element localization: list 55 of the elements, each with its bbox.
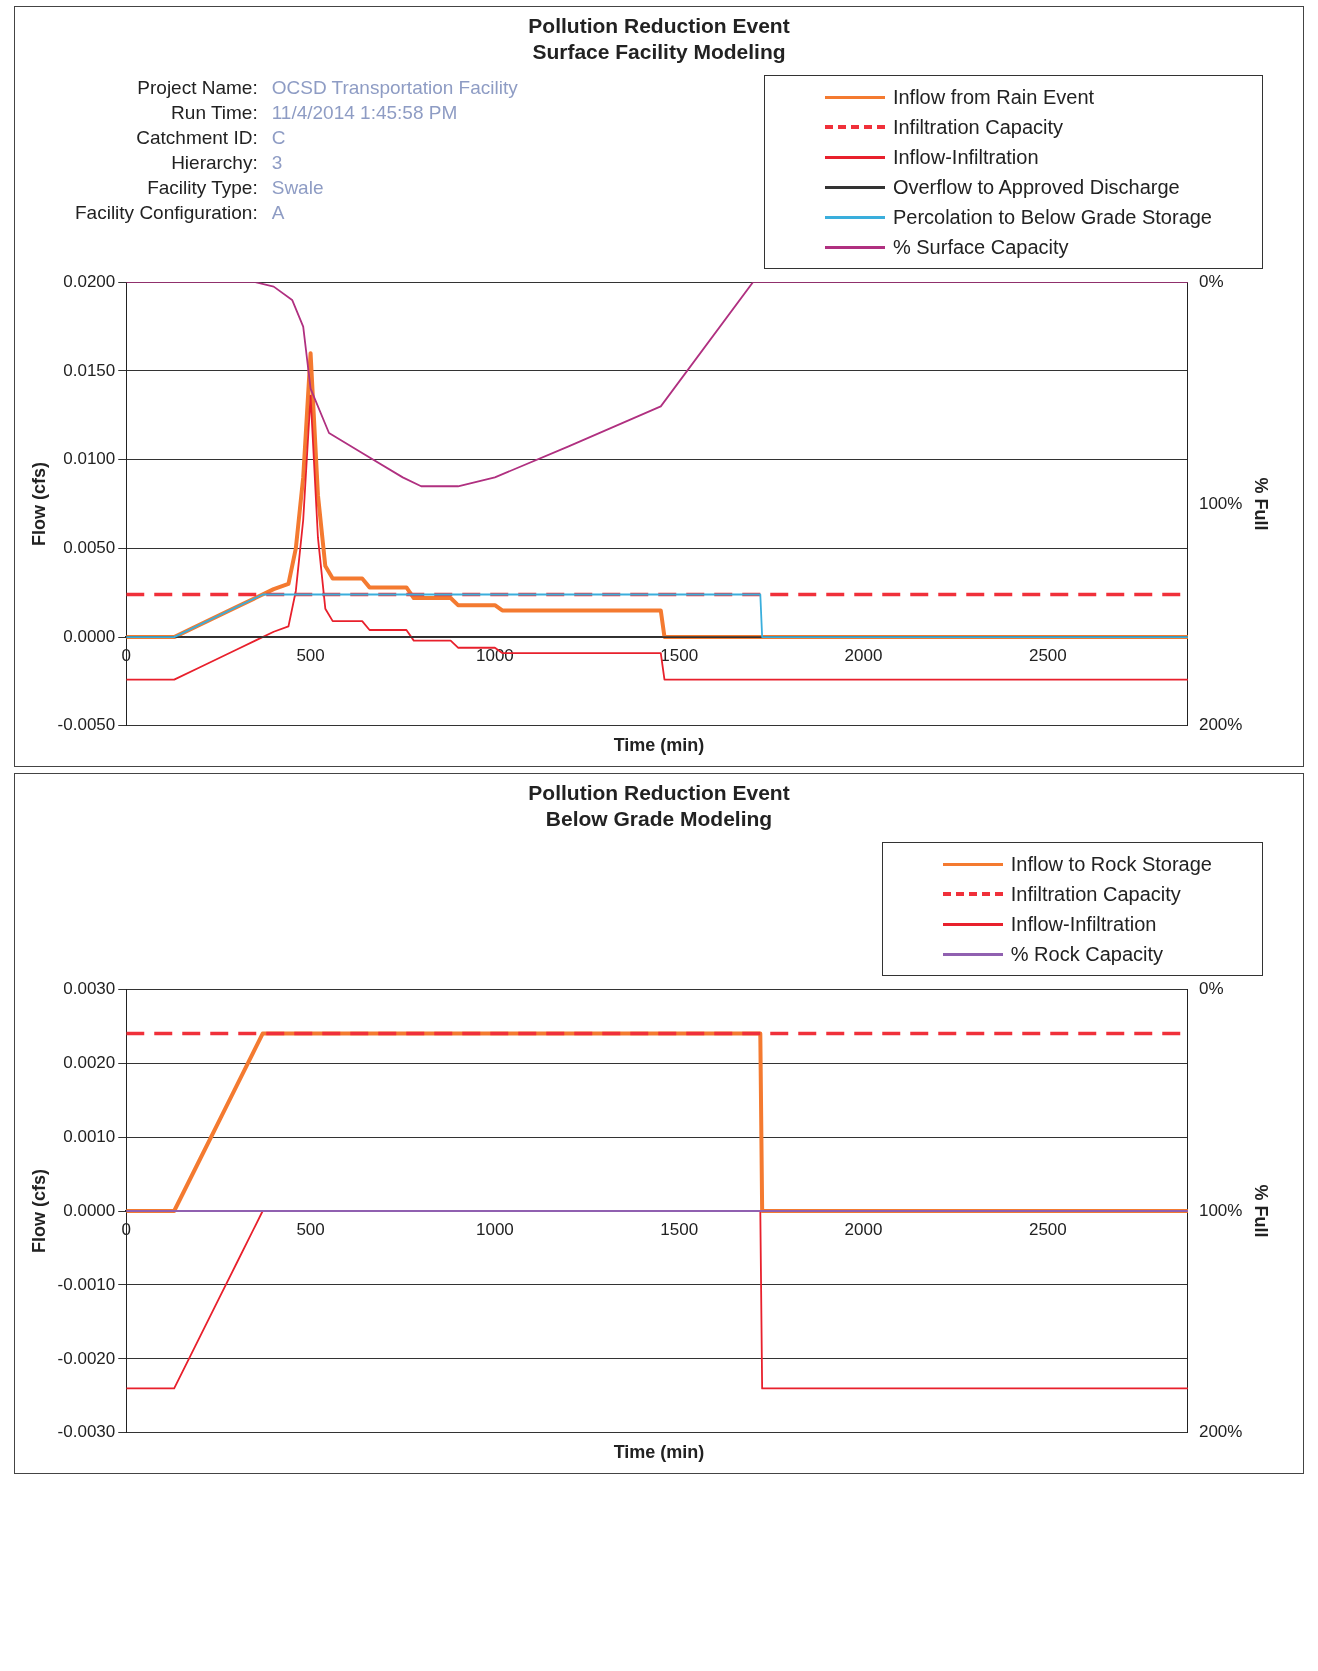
x-tick-label: 2500 [1028,645,1067,665]
legend-label: Infiltration Capacity [1010,882,1181,907]
legend-label: Inflow to Rock Storage [1010,852,1212,877]
text: Catchment ID: C [135,126,287,150]
y2-tick-label: 100% [1198,1200,1243,1220]
y-tick-label: 0.0100 [63,449,116,469]
y-tick-label: 0.0030 [63,978,116,998]
y-tick-label: -0.0050 [57,715,116,735]
y2-tick-label: 0% [1198,978,1224,998]
x-tick-label: 1000 [475,645,514,665]
y2-axis-title: % Full [1251,477,1272,531]
legend-label: Infiltration Capacity [892,115,1063,140]
y-tick-label: -0.0030 [57,1422,116,1442]
x-tick-label: 1500 [660,645,699,665]
y-tick-label: 0.0020 [63,1052,116,1072]
y-axis-title: Flow (cfs) [28,1169,49,1253]
x-tick-label: 2000 [844,645,883,665]
y2-tick-label: 200% [1198,1422,1243,1442]
y2-tick-label: 100% [1198,493,1243,513]
y-tick-label: 0.0000 [63,626,116,646]
x-tick-label: 2000 [844,1219,883,1239]
chart-subtitle: Surface Facility Modeling [531,39,787,65]
y2-tick-label: 200% [1198,715,1243,735]
legend-label: Percolation to Below Grade Storage [892,205,1212,230]
x-tick-label: 500 [296,1219,325,1239]
y-tick-label: 0.0010 [63,1126,116,1146]
legend-label: Inflow-Infiltration [1010,912,1157,937]
text: Facility Type: Swale [146,176,325,200]
x-tick-label: 1500 [660,1219,699,1239]
legend-label: % Surface Capacity [892,235,1069,260]
y-tick-label: 0.0050 [63,538,116,558]
y-tick-label: 0.0000 [63,1200,116,1220]
legend-label: Overflow to Approved Discharge [892,175,1180,200]
chart-title: Pollution Reduction Event [527,13,791,39]
y2-tick-label: 0% [1198,271,1224,291]
text: Project Name: OCSD Transportation Facility [136,76,518,100]
text: Run Time: 11/4/2014 1:45:58 PM [170,101,459,125]
y-tick-label: 0.0200 [63,271,116,291]
y-tick-label: -0.0020 [57,1348,116,1368]
text: Facility Configuration: A [75,201,286,225]
x-tick-label: 500 [296,645,325,665]
x-tick-label: 1000 [475,1219,514,1239]
legend-label: % Rock Capacity [1010,942,1164,967]
y-axis-title: Flow (cfs) [28,462,49,546]
x-axis-title: Time (min) [612,735,706,756]
legend-label: Inflow-Infiltration [892,145,1039,170]
legend-label: Inflow from Rain Event [892,85,1095,110]
y-tick-label: 0.0150 [63,360,116,380]
chart-title: Pollution Reduction Event [527,780,791,806]
chart-subtitle: Below Grade Modeling [544,806,774,832]
text: Hierarchy: 3 [170,151,284,175]
y-tick-label: -0.0010 [57,1274,116,1294]
x-axis-title: Time (min) [612,1442,706,1463]
y2-axis-title: % Full [1251,1184,1272,1238]
x-tick-label: 2500 [1028,1219,1067,1239]
